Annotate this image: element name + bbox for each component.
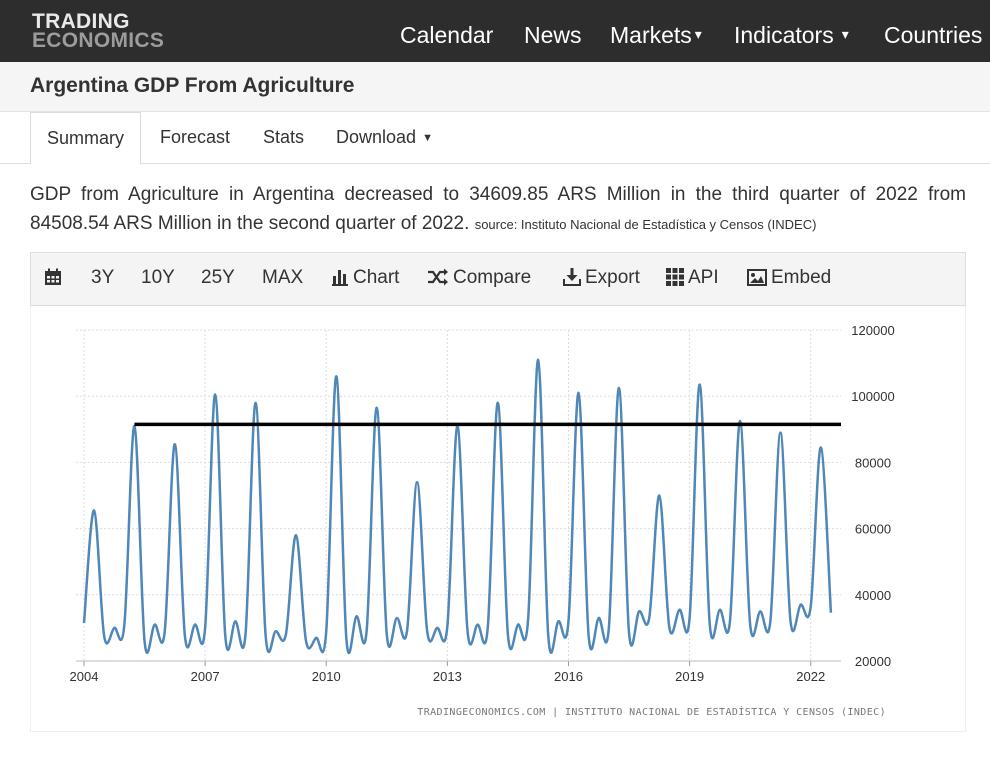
nav-calendar[interactable]: Calendar xyxy=(400,22,493,49)
x-tick-label: 2019 xyxy=(675,669,704,684)
tab-forecast-label: Forecast xyxy=(160,127,231,147)
shuffle-icon xyxy=(428,268,448,286)
nav-countries[interactable]: Countries xyxy=(884,22,982,49)
chart-button[interactable]: Chart xyxy=(331,267,399,289)
y-tick-label: 120000 xyxy=(851,323,894,338)
tab-download[interactable]: Download ▼ xyxy=(336,112,433,164)
x-tick-label: 2007 xyxy=(191,669,220,684)
calendar-icon[interactable] xyxy=(44,267,66,289)
nav-indicators[interactable]: Indicators ▾ xyxy=(734,22,849,49)
chart-button-label: Chart xyxy=(353,267,400,288)
grid-icon xyxy=(666,268,684,286)
tab-summary[interactable]: Summary xyxy=(30,112,142,165)
y-tick-label: 100000 xyxy=(851,389,894,404)
calendar-icon-svg xyxy=(45,268,61,285)
compare-button[interactable]: Compare xyxy=(427,267,531,289)
caret-down-icon: ▼ xyxy=(422,132,433,144)
range-max-button[interactable]: MAX xyxy=(262,267,304,288)
export-button[interactable]: Export xyxy=(563,267,640,289)
range-3y-button[interactable]: 3Y xyxy=(91,267,115,288)
chart-panel: 120000 100000 80000 60000 40000 20000 2004 2007… xyxy=(30,306,966,732)
range-10y-button[interactable]: 10Y xyxy=(141,267,175,288)
nav-news[interactable]: News xyxy=(524,22,582,49)
nav-markets[interactable]: Markets ▾ xyxy=(610,22,702,49)
y-tick-label: 20000 xyxy=(855,654,891,669)
api-button-label: API xyxy=(688,267,719,288)
summary-description: GDP from Agriculture in Argentina decrea… xyxy=(30,180,966,239)
tab-bar: Summary Forecast Stats Download ▼ xyxy=(0,112,990,165)
x-tick-label: 2022 xyxy=(796,669,825,684)
bar-chart-icon xyxy=(332,270,348,286)
nav-calendar-label: Calendar xyxy=(400,22,494,48)
download-icon xyxy=(563,268,581,286)
image-icon xyxy=(747,269,767,286)
y-tick-label: 40000 xyxy=(855,588,891,603)
compare-button-label: Compare xyxy=(453,267,532,288)
x-tick-label: 2013 xyxy=(433,669,462,684)
chevron-down-icon: ▾ xyxy=(841,26,849,42)
y-tick-label: 60000 xyxy=(855,522,891,537)
top-navbar: TRADING ECONOMICS Calendar News Markets ▾… xyxy=(0,0,990,62)
nav-indicators-label: Indicators xyxy=(734,22,834,48)
tab-forecast[interactable]: Forecast xyxy=(160,112,230,164)
logo-line-2: ECONOMICS xyxy=(32,29,165,52)
api-button[interactable]: API xyxy=(666,267,719,289)
chart-credit: TRADINGECONOMICS.COM | INSTITUTO NACIONA… xyxy=(417,705,886,718)
x-tick-label: 2010 xyxy=(312,669,341,684)
summary-text: GDP from Agriculture in Argentina decrea… xyxy=(30,184,966,234)
range-25y-button[interactable]: 25Y xyxy=(201,267,235,288)
nav-news-label: News xyxy=(524,22,582,48)
tab-summary-label: Summary xyxy=(47,128,125,148)
embed-button[interactable]: Embed xyxy=(747,267,831,289)
series-line xyxy=(82,358,833,655)
export-button-label: Export xyxy=(585,267,640,288)
chart-toolbar: 3Y 10Y 25Y MAX Chart Compare Export API xyxy=(30,252,966,306)
x-tick-label: 2016 xyxy=(554,669,583,684)
title-bar: Argentina GDP From Agriculture xyxy=(0,62,990,112)
chevron-down-icon: ▾ xyxy=(694,26,702,42)
embed-button-label: Embed xyxy=(771,267,832,288)
page-title: Argentina GDP From Agriculture xyxy=(30,74,355,97)
tab-download-label: Download xyxy=(336,127,417,147)
nav-countries-label: Countries xyxy=(884,22,983,48)
nav-markets-label: Markets xyxy=(610,22,692,48)
x-tick-label: 2004 xyxy=(70,669,99,684)
tab-stats-label: Stats xyxy=(263,127,305,147)
tab-stats[interactable]: Stats xyxy=(263,112,304,164)
y-tick-label: 80000 xyxy=(855,455,891,470)
source-text: source: Instituto Nacional de Estadístic… xyxy=(474,217,817,232)
gdp-line-chart: 120000 100000 80000 60000 40000 20000 2004 2007… xyxy=(70,323,895,718)
logo-line-1: TRADING xyxy=(32,10,130,33)
logo[interactable]: TRADING ECONOMICS xyxy=(32,10,165,52)
